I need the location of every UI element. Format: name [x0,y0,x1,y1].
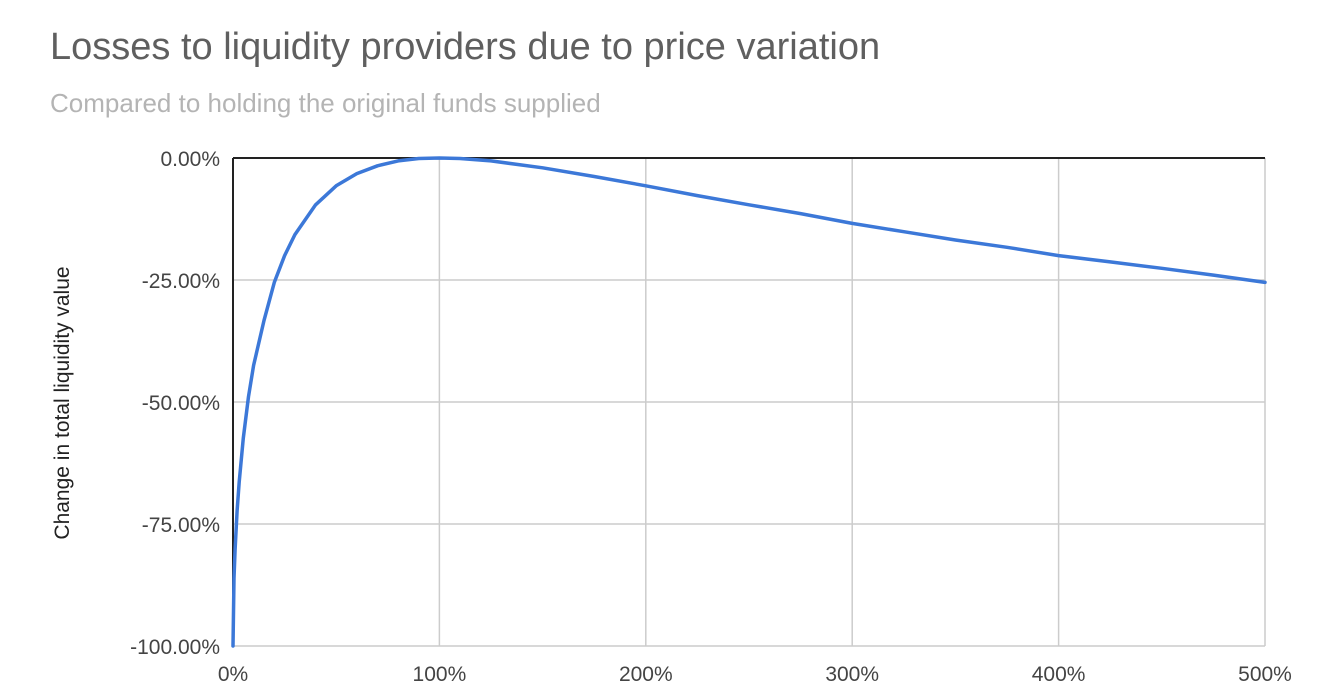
gridlines [233,158,1266,647]
x-tick-label-4: 400% [1032,663,1086,685]
series-line-0 [231,156,1267,648]
chart-title: Losses to liquidity providers due to pri… [50,26,881,68]
tick-labels: 0% 100% 200% 300% 400% 500% 0.00% -25.00% -50.00… [130,148,1292,685]
x-tick-label-1: 100% [413,663,467,685]
y-tick-label-4: -100.00% [130,636,220,659]
x-tick-label-3: 300% [825,663,879,685]
y-tick-label-1: -25.00% [142,270,220,293]
chart-subtitle: Compared to holding the original funds s… [50,88,601,118]
y-tick-label-3: -75.00% [142,514,220,537]
y-axis-label: Change in total liquidity value [51,266,74,539]
y-tick-label-2: -50.00% [142,392,220,415]
x-tick-label-2: 200% [619,663,673,685]
x-tick-label-0: 0% [218,663,248,685]
x-tick-label-5: 500% [1238,663,1292,685]
series-layer [231,156,1267,648]
y-tick-label-0: 0.00% [160,148,220,171]
